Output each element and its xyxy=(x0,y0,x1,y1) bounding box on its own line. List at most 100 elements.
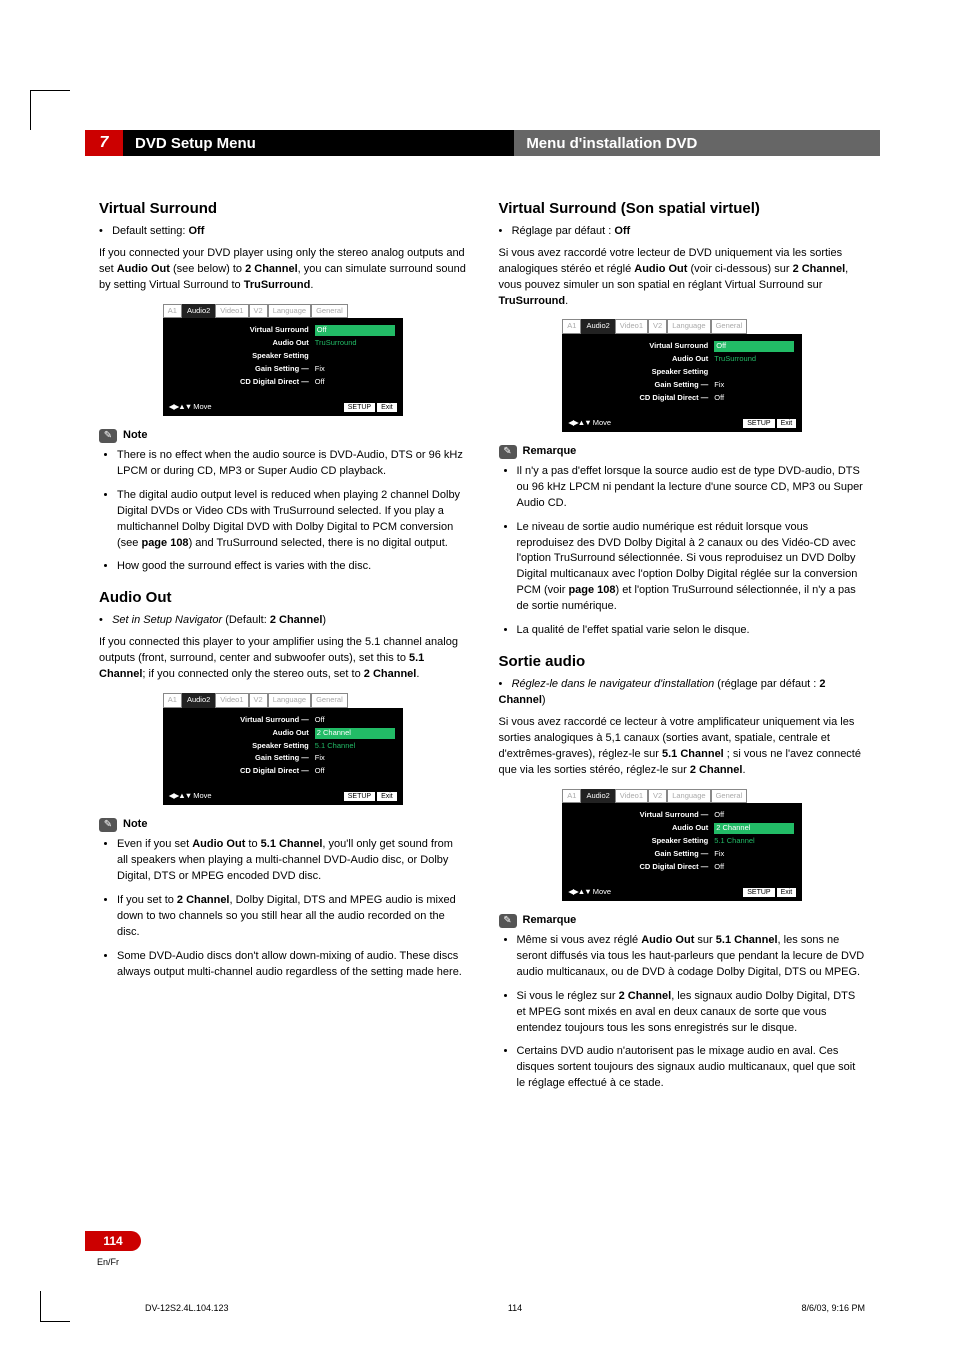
default-setting-line: Default setting: Off xyxy=(99,224,467,240)
note-header-2: Note xyxy=(99,817,467,833)
osd-exit-button: Exit xyxy=(377,403,397,412)
default-setting-line-fr: Réglage par défaut : Off xyxy=(499,224,867,240)
footer-right: 8/6/03, 9:16 PM xyxy=(801,1303,865,1313)
osd-row-key: CD Digital Direct — xyxy=(199,766,309,777)
osd-row-key: Audio Out xyxy=(199,338,309,349)
note-item: The digital audio output level is reduce… xyxy=(117,488,467,552)
text-bold: 5.1 Channel xyxy=(716,934,778,946)
osd-row-key: Audio Out xyxy=(199,728,309,739)
osd-row-value: 5.1 Channel xyxy=(315,741,395,752)
osd-menu-2-fr: A1Audio2Video1V2LanguageGeneralVirtual S… xyxy=(562,789,802,901)
note-icon xyxy=(499,445,517,459)
osd-row-value: Fix xyxy=(714,380,794,391)
osd-exit-button: Exit xyxy=(777,888,797,897)
osd-row-key: Gain Setting — xyxy=(199,364,309,375)
osd-row-value: TruSurround xyxy=(714,354,794,365)
osd-row-key: Gain Setting — xyxy=(199,753,309,764)
osd-menu-2-en: A1Audio2Video1V2LanguageGeneralVirtual S… xyxy=(163,693,403,805)
osd-tab: V2 xyxy=(648,789,667,804)
footer-left: DV-12S2.4L.104.123 xyxy=(145,1303,229,1313)
osd-tab: Video1 xyxy=(615,789,648,804)
text: . xyxy=(565,295,568,307)
text-bold: 2 Channel xyxy=(793,263,846,275)
osd-row-key: CD Digital Direct — xyxy=(199,377,309,388)
osd-tab: Video1 xyxy=(215,304,248,319)
osd-tab: A1 xyxy=(562,789,581,804)
osd-row-value: Off xyxy=(714,810,794,821)
osd-row-value: Off xyxy=(714,862,794,873)
osd-setup-button: SETUP xyxy=(743,888,774,897)
osd-tab: V2 xyxy=(648,319,667,334)
osd-row-key: CD Digital Direct — xyxy=(598,862,708,873)
osd-tab: A1 xyxy=(163,693,182,708)
osd-row-value: Off xyxy=(315,715,395,726)
osd-row-key: Gain Setting — xyxy=(598,380,708,391)
arrows-icon: ◀▶▲▼ xyxy=(568,887,590,896)
osd-move-label: Move xyxy=(591,887,611,896)
osd-row-key: Speaker Setting xyxy=(199,741,309,752)
osd-row-key: Speaker Setting xyxy=(598,367,708,378)
audio-out-default: Set in Setup Navigator (Default: 2 Chann… xyxy=(99,613,467,629)
arrows-icon: ◀▶▲▼ xyxy=(169,402,191,411)
page-language-code: En/Fr xyxy=(97,1257,119,1267)
osd-row-value: 5.1 Channel xyxy=(714,836,794,847)
text: . xyxy=(742,764,745,776)
column-french: Virtual Surround (Son spatial virtuel) R… xyxy=(499,198,867,1104)
text: Si vous le réglez sur xyxy=(517,990,619,1002)
osd-tab: Audio2 xyxy=(182,304,215,319)
note-item: Si vous le réglez sur 2 Channel, les sig… xyxy=(517,989,867,1037)
note-item: Some DVD-Audio discs don't allow down-mi… xyxy=(117,949,467,981)
osd-tab: Video1 xyxy=(215,693,248,708)
vs-paragraph: If you connected your DVD player using o… xyxy=(99,246,467,294)
osd-row-value: Off xyxy=(714,341,794,352)
note-item: Le niveau de sortie audio numérique est … xyxy=(517,520,867,616)
text-bold: 5.1 Channel xyxy=(261,838,323,850)
text: sur xyxy=(694,934,715,946)
note-label: Note xyxy=(123,817,147,833)
text: (see below) to xyxy=(170,263,245,275)
osd-setup-button: SETUP xyxy=(743,419,774,428)
arrows-icon: ◀▶▲▼ xyxy=(568,418,590,427)
text-bold: 2 Channel xyxy=(245,263,298,275)
osd-row-key: CD Digital Direct — xyxy=(598,393,708,404)
osd-row-value: Fix xyxy=(315,364,395,375)
note-item: There is no effect when the audio source… xyxy=(117,448,467,480)
ao-paragraph: If you connected this player to your amp… xyxy=(99,635,467,683)
sa-paragraph: Si vous avez raccordé ce lecteur à votre… xyxy=(499,715,867,779)
osd-move-label: Move xyxy=(191,402,211,411)
text: to xyxy=(245,838,260,850)
default-value: Off xyxy=(614,225,630,237)
text-bold: 2 Channel xyxy=(690,764,743,776)
two-column-layout: Virtual Surround Default setting: Off If… xyxy=(85,198,880,1104)
osd-row-value: Off xyxy=(714,393,794,404)
chapter-number: 7 xyxy=(85,130,123,156)
remarque-header-2: Remarque xyxy=(499,913,867,929)
note-item: Even if you set Audio Out to 5.1 Channel… xyxy=(117,837,467,885)
osd-row-key: Gain Setting — xyxy=(598,849,708,860)
text: (Default: xyxy=(222,614,270,626)
heading-sortie-audio: Sortie audio xyxy=(499,651,867,673)
note-item: If you set to 2 Channel, Dolby Digital, … xyxy=(117,893,467,941)
text-bold: page 108 xyxy=(141,537,188,549)
osd-row-key: Virtual Surround — xyxy=(598,810,708,821)
osd-tab: Audio2 xyxy=(581,789,614,804)
note-icon xyxy=(499,914,517,928)
text-bold: Audio Out xyxy=(117,263,170,275)
text: ) xyxy=(542,694,546,706)
note-item: Il n'y a pas d'effet lorsque la source a… xyxy=(517,464,867,512)
osd-tab: General xyxy=(311,693,348,708)
default-label: Default setting: xyxy=(112,225,185,237)
osd-row-key: Virtual Surround xyxy=(199,325,309,336)
heading-audio-out: Audio Out xyxy=(99,587,467,609)
vs-notes: There is no effect when the audio source… xyxy=(99,448,467,576)
vs-paragraph-fr: Si vous avez raccordé votre lecteur de D… xyxy=(499,246,867,310)
osd-menu-1-en: A1Audio2Video1V2LanguageGeneralVirtual S… xyxy=(163,304,403,416)
remarque-label: Remarque xyxy=(523,444,577,460)
sa-notes-fr: Même si vous avez réglé Audio Out sur 5.… xyxy=(499,933,867,1092)
default-label: Réglage par défaut : xyxy=(512,225,612,237)
crop-mark-bottom-left xyxy=(40,1281,80,1321)
osd-tab: Language xyxy=(667,789,710,804)
text: If you connected this player to your amp… xyxy=(99,636,458,664)
osd-tab: Audio2 xyxy=(581,319,614,334)
note-item: How good the surround effect is varies w… xyxy=(117,559,467,575)
